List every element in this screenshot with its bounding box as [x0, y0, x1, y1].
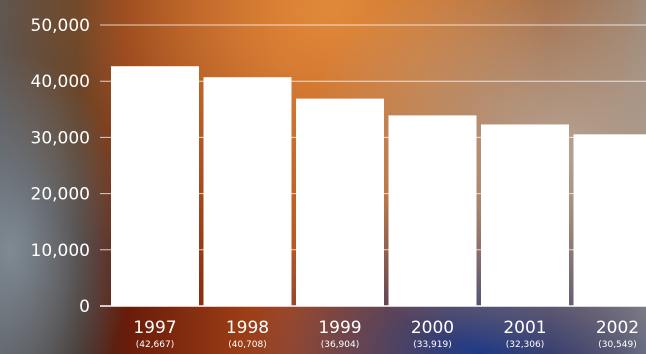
- x-tick-label: 1997: [133, 318, 176, 338]
- bar: [203, 77, 292, 306]
- bar: [111, 66, 199, 306]
- bar: [573, 134, 646, 306]
- data-label: (30,549): [598, 340, 637, 350]
- data-label: (33,919): [413, 340, 452, 350]
- bar: [481, 124, 569, 306]
- x-tick-label: 1999: [318, 318, 361, 338]
- y-tick-label: 30,000: [31, 128, 90, 148]
- x-tick-label: 2001: [503, 318, 546, 338]
- y-tick-label: 40,000: [31, 72, 90, 92]
- bar: [388, 115, 477, 307]
- y-tick-label: 10,000: [31, 241, 90, 261]
- x-tick-label: 2002: [596, 318, 639, 338]
- y-tick-label: 50,000: [31, 16, 90, 36]
- x-tick-label: 2000: [411, 318, 454, 338]
- data-label: (40,708): [228, 340, 267, 350]
- x-tick-label: 1998: [226, 318, 269, 338]
- y-tick-label: 20,000: [31, 185, 90, 205]
- data-label: (32,306): [506, 340, 545, 350]
- data-label: (42,667): [136, 340, 175, 350]
- data-label: (36,904): [321, 340, 360, 350]
- bar: [296, 98, 384, 306]
- y-tick-label: 0: [79, 297, 90, 317]
